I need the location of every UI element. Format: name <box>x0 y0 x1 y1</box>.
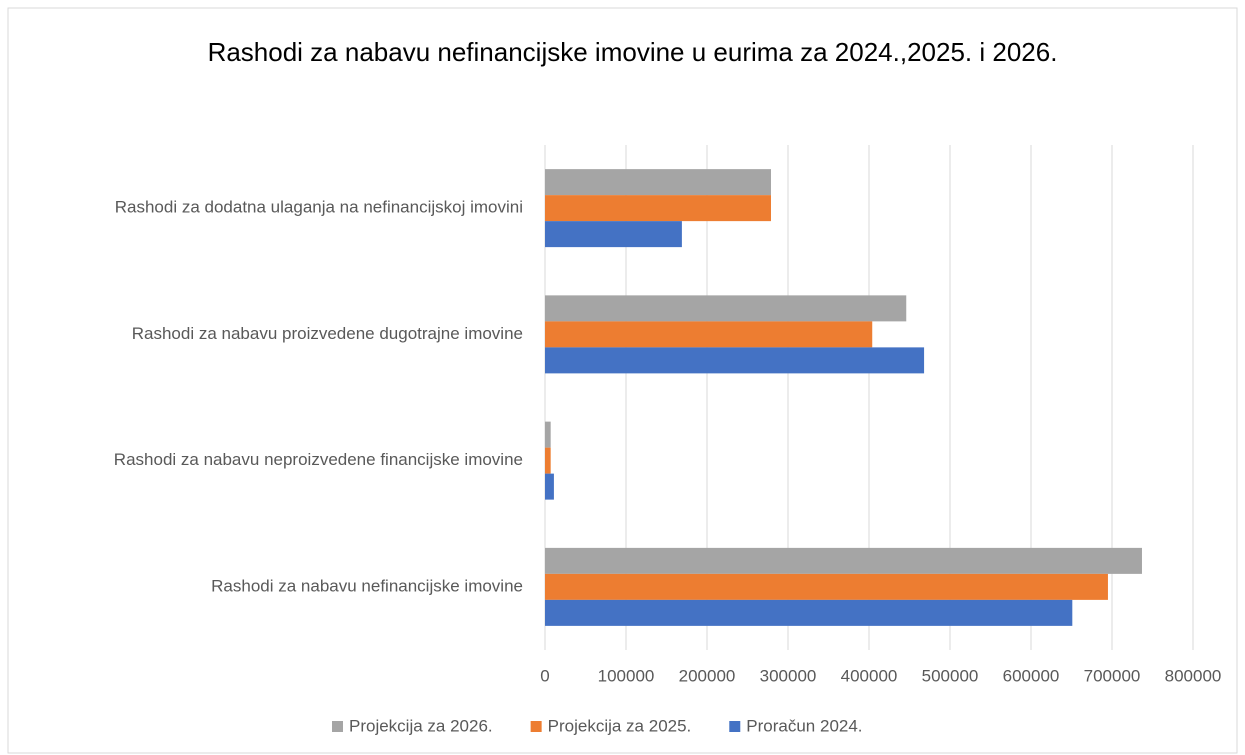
bar <box>545 447 551 474</box>
legend-swatch <box>729 721 741 732</box>
bar <box>545 195 771 222</box>
y-tick-label: Rashodi za nabavu neproizvedene financij… <box>114 450 523 469</box>
y-tick-label: Rashodi za nabavu proizvedene dugotrajne… <box>132 324 523 343</box>
x-tick-label: 100000 <box>598 666 655 685</box>
bar <box>545 473 554 500</box>
x-tick-label: 500000 <box>922 666 979 685</box>
chart-title: Rashodi za nabavu nefinancijske imovine … <box>207 37 1058 67</box>
legend-label: Projekcija za 2025. <box>548 716 692 735</box>
x-tick-label: 300000 <box>760 666 817 685</box>
x-tick-label: 0 <box>540 666 549 685</box>
bar <box>545 547 1142 574</box>
y-tick-label: Rashodi za nabavu nefinancijske imovine <box>211 576 523 595</box>
bar <box>545 421 551 448</box>
x-tick-label: 400000 <box>841 666 898 685</box>
legend-label: Proračun 2024. <box>746 716 862 735</box>
bar <box>545 599 1073 626</box>
bar <box>545 295 907 322</box>
legend-swatch <box>332 721 343 732</box>
legend-label: Projekcija za 2026. <box>349 716 493 735</box>
y-tick-label: Rashodi za dodatna ulaganja na nefinanci… <box>115 198 523 217</box>
x-tick-label: 700000 <box>1084 666 1141 685</box>
bar <box>545 221 682 248</box>
x-tick-label: 600000 <box>1003 666 1060 685</box>
bar <box>545 321 873 348</box>
bar <box>545 347 925 374</box>
bar <box>545 169 771 196</box>
chart-border <box>7 7 1238 754</box>
legend-swatch <box>530 721 542 732</box>
x-tick-label: 800000 <box>1165 666 1222 685</box>
bar <box>545 573 1108 600</box>
x-tick-label: 200000 <box>679 666 736 685</box>
